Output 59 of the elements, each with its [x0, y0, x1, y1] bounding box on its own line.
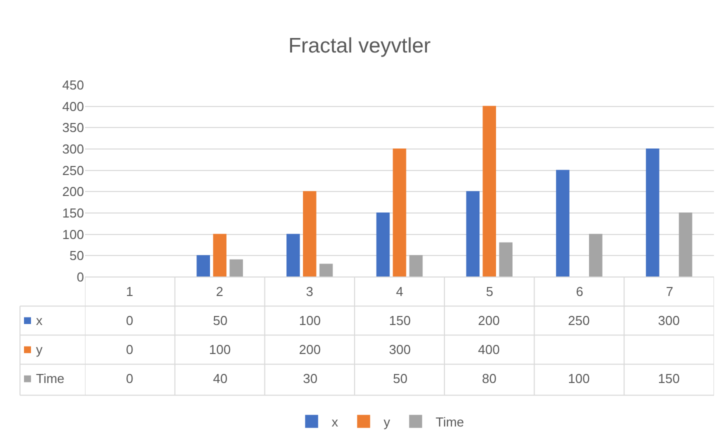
data-label: 80 [482, 371, 496, 386]
bar [302, 191, 316, 277]
bar [213, 234, 226, 277]
x-tick-label: 3 [306, 284, 314, 299]
x-tick-label: 7 [666, 284, 674, 299]
chart-title: Fractal veyvtler [288, 34, 431, 58]
data-label: 40 [213, 371, 228, 386]
y-tick-label: 350 [62, 120, 84, 136]
bar [466, 191, 480, 277]
x-tick-label: 6 [576, 284, 584, 299]
text: y [384, 414, 390, 430]
bar [319, 264, 333, 277]
data-label: 100 [568, 371, 590, 386]
bar [499, 242, 513, 277]
data-label: 300 [389, 342, 411, 357]
bar [392, 148, 406, 277]
data-label: 300 [658, 313, 680, 328]
x-tick-label: 4 [396, 284, 404, 299]
legend-label: y [36, 342, 43, 357]
text: Time [436, 414, 464, 430]
data-label: 0 [126, 371, 134, 386]
bar [409, 255, 423, 277]
bar [678, 212, 692, 277]
data-label: 150 [389, 313, 411, 328]
data-label: 0 [126, 313, 134, 328]
bar [482, 106, 496, 277]
text: x [332, 414, 338, 430]
y-tick-label: 200 [62, 184, 84, 200]
bar [556, 170, 570, 277]
x-tick-label: 1 [126, 284, 134, 299]
y-tick-label: 300 [62, 142, 84, 157]
data-label: 200 [299, 342, 321, 357]
y-tick-label: 50 [70, 248, 84, 264]
bar [286, 234, 300, 277]
data-label: 0 [126, 342, 134, 357]
bar [230, 259, 243, 277]
bar [376, 212, 390, 277]
y-tick-label: 0 [76, 270, 84, 285]
x-tick-label: 5 [486, 284, 494, 299]
data-label: 30 [303, 371, 318, 386]
y-tick-label: 150 [62, 206, 84, 221]
y-tick-label: 400 [62, 98, 84, 114]
y-tick-label: 100 [62, 226, 84, 242]
data-label: 100 [209, 342, 231, 357]
data-label: 100 [299, 313, 321, 328]
data-label: 250 [568, 313, 590, 328]
data-label: 150 [658, 371, 680, 386]
bar [589, 234, 602, 277]
data-label: 200 [478, 313, 500, 328]
legend-label: x [36, 313, 43, 328]
data-label: 50 [393, 371, 408, 386]
bar [646, 148, 660, 277]
data-label: 50 [213, 313, 228, 328]
y-tick-label: 450 [62, 78, 84, 93]
y-tick-label: 250 [62, 162, 84, 178]
data-label: 400 [478, 342, 500, 357]
x-tick-label: 2 [216, 284, 224, 299]
bar [196, 255, 210, 277]
legend-label: Time [36, 371, 64, 386]
